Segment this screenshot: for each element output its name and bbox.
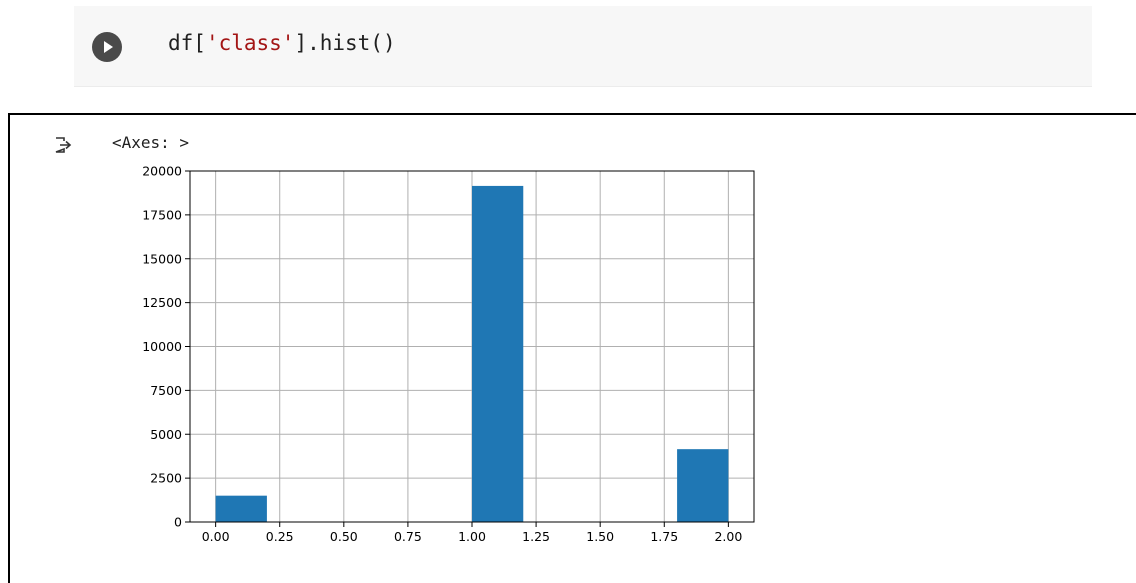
x-tick-label: 1.25 bbox=[522, 529, 550, 544]
x-tick-label: 0.00 bbox=[202, 529, 230, 544]
output-area bbox=[8, 113, 1136, 583]
code-cell[interactable]: df['class'].hist() bbox=[74, 6, 1092, 87]
x-tick-label: 1.50 bbox=[586, 529, 614, 544]
y-tick-label: 7500 bbox=[150, 383, 182, 398]
x-tick-label: 0.50 bbox=[330, 529, 358, 544]
y-tick-label: 17500 bbox=[142, 207, 182, 222]
x-tick-label: 1.75 bbox=[650, 529, 678, 544]
x-tick-label: 1.00 bbox=[458, 529, 486, 544]
run-cell-button[interactable] bbox=[92, 32, 122, 62]
y-tick-label: 0 bbox=[174, 515, 182, 530]
plot-frame bbox=[189, 170, 755, 523]
output-repr-text: <Axes: > bbox=[112, 133, 190, 152]
y-tick-label: 10000 bbox=[142, 339, 182, 354]
tick-labels: 0.00 0.25 0.50 0.75 1.00 1.25 1.50 1.75 2.00 0 250… bbox=[142, 164, 742, 545]
histogram-bar bbox=[472, 185, 524, 523]
histogram-chart: 0.00 0.25 0.50 0.75 1.00 1.25 1.50 1.75 2.00 0 250… bbox=[142, 164, 755, 545]
y-tick-label: 12500 bbox=[142, 295, 182, 310]
histogram-bars bbox=[215, 185, 729, 523]
y-tick-label: 15000 bbox=[142, 251, 182, 266]
code-suffix: ].hist() bbox=[294, 31, 396, 55]
play-icon bbox=[104, 41, 113, 53]
code-string-literal: 'class' bbox=[205, 31, 295, 55]
histogram-bar bbox=[215, 495, 267, 522]
x-tick-label: 0.25 bbox=[266, 529, 294, 544]
x-tick-label: 2.00 bbox=[714, 529, 742, 544]
y-tick-label: 5000 bbox=[150, 427, 182, 442]
histogram-bar bbox=[677, 449, 729, 522]
code-prefix: df[ bbox=[168, 31, 206, 55]
x-tick-label: 0.75 bbox=[394, 529, 422, 544]
output-arrow-icon bbox=[55, 137, 72, 153]
y-tick-label: 2500 bbox=[150, 471, 182, 486]
chart-axes bbox=[185, 170, 755, 527]
code-editor[interactable]: df['class'].hist() bbox=[168, 31, 396, 55]
y-tick-label: 20000 bbox=[142, 164, 182, 179]
